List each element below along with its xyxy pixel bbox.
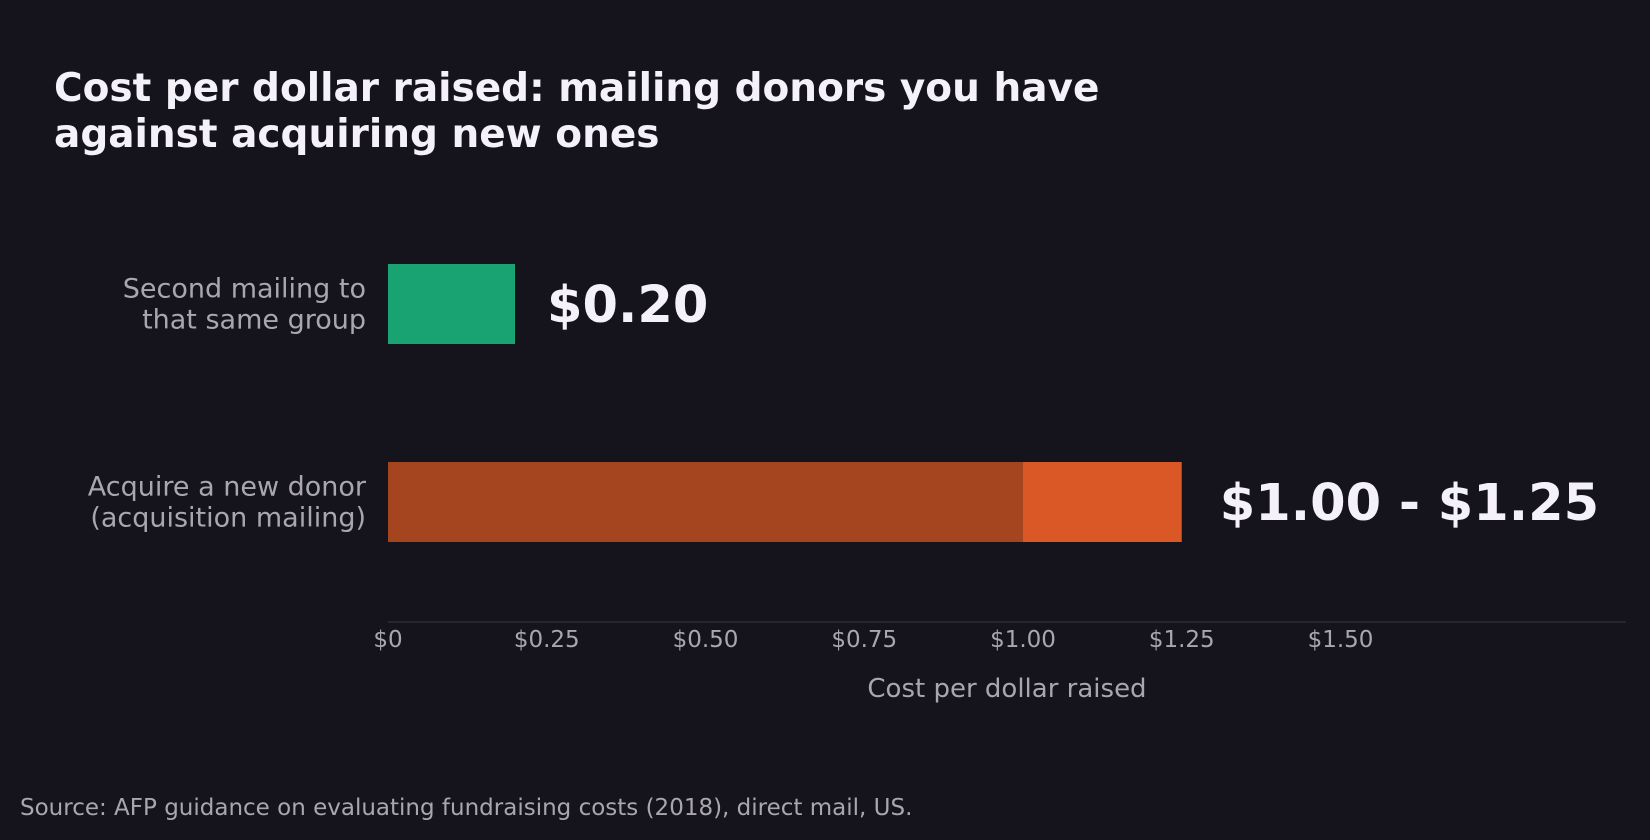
source-note: Source: AFP guidance on evaluating fundr…	[20, 795, 912, 821]
category-label: Acquire a new donor	[88, 472, 367, 503]
x-axis-title: Cost per dollar raised	[867, 674, 1146, 704]
bar	[388, 264, 515, 344]
category-label: Second mailing to	[123, 274, 366, 305]
value-label: $0.20	[547, 276, 708, 335]
x-tick-label: $0	[373, 627, 402, 653]
value-label: $1.00 - $1.25	[1220, 474, 1599, 533]
category-label: that same group	[142, 305, 366, 336]
chart-title-line-1: Cost per dollar raised: mailing donors y…	[54, 66, 1099, 111]
x-tick-label: $0.50	[673, 627, 739, 653]
x-tick-label: $1.25	[1149, 627, 1215, 653]
category-label: (acquisition mailing)	[90, 503, 366, 534]
bar-range-extension	[1023, 462, 1182, 542]
x-axis: $0 $0.25 $0.50 $0.75 $1.00 $1.25 $1.50	[373, 621, 1626, 653]
x-tick-label: $1.00	[990, 627, 1056, 653]
bar-base	[388, 462, 1023, 542]
x-tick-label: $0.25	[514, 627, 580, 653]
x-tick-label: $1.50	[1308, 627, 1374, 653]
x-tick-label: $0.75	[831, 627, 897, 653]
chart-title-line-2: against acquiring new ones	[54, 112, 660, 157]
